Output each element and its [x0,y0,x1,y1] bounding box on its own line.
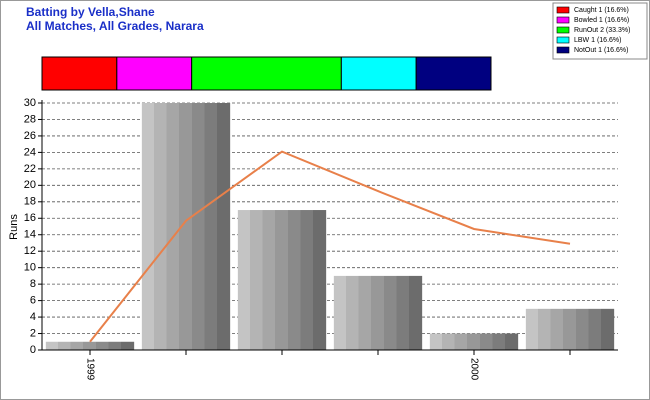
legend-swatch [556,36,570,44]
line-series [89,150,571,343]
legend-swatch [556,6,570,14]
y-tick-label: 22 [24,163,36,175]
chart-subtitle: All Matches, All Grades, Narara [26,19,204,33]
y-tick-label: 8 [30,278,36,290]
chart-title: Batting by Vella,Shane [26,5,155,19]
y-tick-label: 12 [24,245,36,257]
bar [429,333,519,350]
y-tick-label: 4 [30,311,36,323]
y-tick-label: 16 [24,212,36,224]
x-tick-label: 2000 [468,358,479,381]
bar [45,341,135,350]
legend-label: Caught 1 (16.6%) [574,7,629,14]
bar [333,275,423,350]
y-tick-label: 14 [24,229,36,241]
dismissal-segment [191,56,342,91]
y-tick-label: 24 [24,146,36,158]
y-axis-label: Runs [8,214,20,240]
bar [141,103,231,350]
y-tick-label: 6 [30,295,36,307]
y-tick-label: 0 [30,344,36,356]
y-tick-label: 30 [24,97,36,109]
legend-label: LBW 1 (16.6%) [574,37,621,44]
x-tick-label: 1999 [84,358,95,381]
legend-label: Bowled 1 (16.6%) [574,17,629,24]
y-tick-label: 10 [24,262,36,274]
bar [237,210,327,350]
legend-swatch [556,16,570,24]
y-tick-label: 18 [24,196,36,208]
dismissal-segment [340,56,417,91]
y-tick-label: 2 [30,327,36,339]
y-tick-label: 20 [24,179,36,191]
legend-swatch [556,46,570,54]
y-tick-label: 28 [24,113,36,125]
dismissal-segment [415,56,492,91]
legend-label: RunOut 2 (33.3%) [574,27,630,34]
legend-swatch [556,26,570,34]
bar [525,308,615,350]
legend-label: NotOut 1 (16.6%) [574,47,628,54]
dismissal-segment [116,56,193,91]
dismissal-segment [41,56,118,91]
y-tick-label: 26 [24,130,36,142]
